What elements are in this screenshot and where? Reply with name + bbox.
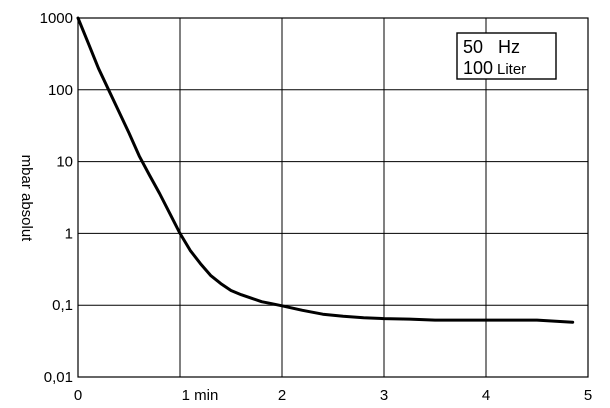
x-tick-label: 1 min — [182, 387, 219, 404]
annotation-box: 50 Hz 100 Liter — [456, 32, 557, 80]
y-tick-labels: 1000 100 10 1 0,1 0,01 — [40, 10, 73, 386]
plot-frame — [77, 17, 589, 378]
pressure-curve-line — [76, 16, 575, 324]
annotation-frame — [456, 32, 557, 80]
x-tick-label: 4 — [482, 387, 490, 404]
y-tick-label: 10 — [56, 154, 73, 171]
y-tick-label: 100 — [48, 82, 73, 99]
annotation-line2-unit: Liter — [497, 61, 526, 78]
series-group — [76, 16, 575, 324]
x-tick-label: 3 — [380, 387, 388, 404]
y-tick-label: 1 — [65, 225, 73, 242]
x-tick-labels: 0 1 min 2 3 4 5 — [74, 387, 592, 404]
y-tick-label: 0,01 — [44, 369, 73, 386]
annotation-line1-value: 50 — [463, 37, 483, 57]
x-tick-label: 0 — [74, 387, 82, 404]
annotation-line2-value: 100 — [463, 58, 493, 78]
y-tick-label: 0,1 — [52, 297, 73, 314]
y-axis-label: mbar absolut — [18, 155, 35, 243]
x-tick-label: 5 — [584, 387, 592, 404]
y-tick-label: 1000 — [40, 10, 73, 27]
x-tick-label: 2 — [278, 387, 286, 404]
annotation-line1-unit: Hz — [498, 37, 520, 57]
